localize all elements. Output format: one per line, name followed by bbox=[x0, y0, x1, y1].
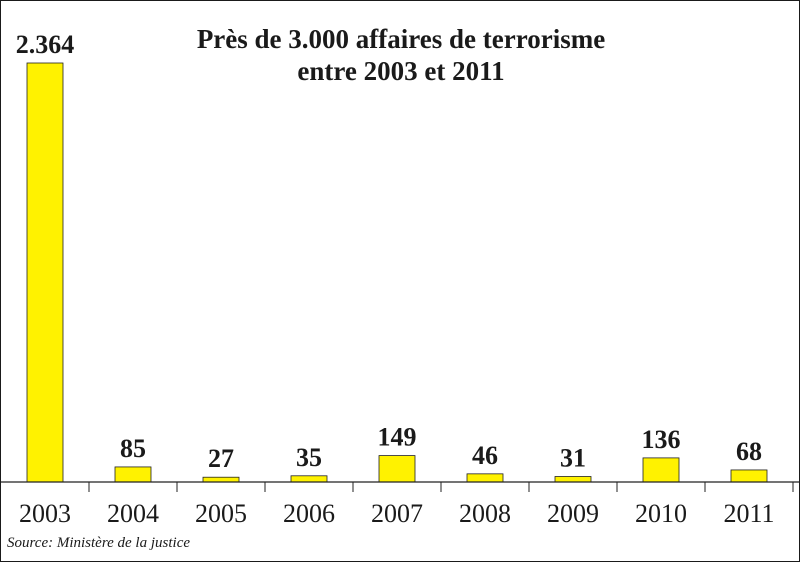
bar-2005 bbox=[202, 476, 240, 483]
tick-label-2010: 2010 bbox=[635, 499, 687, 528]
tick-label-2003: 2003 bbox=[19, 499, 71, 528]
tick-label-2008: 2008 bbox=[459, 499, 511, 528]
chart-title: Près de 3.000 affaires de terrorisme ent… bbox=[161, 23, 641, 87]
bar-2010 bbox=[642, 457, 680, 483]
tick-label-2004: 2004 bbox=[107, 499, 159, 528]
bar-2006 bbox=[290, 475, 328, 483]
value-label-2004: 85 bbox=[120, 434, 146, 463]
bar-2009 bbox=[554, 476, 592, 483]
value-label-2009: 31 bbox=[560, 444, 586, 473]
bars-group bbox=[26, 62, 768, 483]
bar-2004 bbox=[114, 466, 152, 483]
tick-label-2009: 2009 bbox=[547, 499, 599, 528]
value-label-2003: 2.364 bbox=[16, 30, 75, 59]
source-note: Source: Ministère de la justice bbox=[7, 535, 191, 551]
value-label-2010: 136 bbox=[642, 425, 681, 454]
bar-chart: 2.364 85 27 35 149 46 31 136 68 2003 2004 2005 2006… bbox=[1, 30, 799, 528]
chart-title-line-1: Près de 3.000 affaires de terrorisme bbox=[196, 24, 606, 54]
tick-label-2007: 2007 bbox=[371, 499, 423, 528]
bar-2003 bbox=[26, 62, 64, 483]
x-axis-ticks-group bbox=[88, 482, 794, 492]
value-label-2005: 27 bbox=[208, 444, 234, 473]
value-label-2007: 149 bbox=[378, 423, 417, 452]
bar-2008 bbox=[466, 473, 504, 483]
value-label-2006: 35 bbox=[296, 443, 322, 472]
value-label-2008: 46 bbox=[472, 441, 498, 470]
tick-label-2006: 2006 bbox=[283, 499, 335, 528]
tick-label-2005: 2005 bbox=[195, 499, 247, 528]
value-labels-group: 2.364 85 27 35 149 46 31 136 68 bbox=[16, 30, 762, 473]
x-axis-tick-labels-group: 2003 2004 2005 2006 2007 2008 2009 2010 2011 bbox=[19, 499, 775, 528]
bar-2007 bbox=[378, 455, 416, 483]
chart-title-line-2: entre 2003 et 2011 bbox=[297, 56, 505, 86]
tick-label-2011: 2011 bbox=[723, 499, 774, 528]
value-label-2011: 68 bbox=[736, 437, 762, 466]
bar-2011 bbox=[730, 469, 768, 483]
